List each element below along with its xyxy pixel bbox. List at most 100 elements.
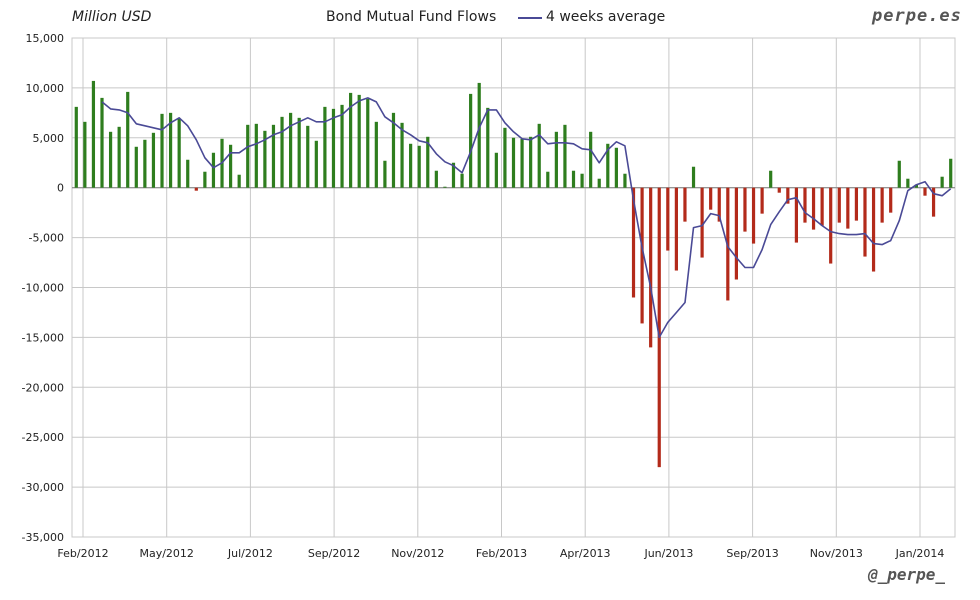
x-tick-label: Nov/2013 (810, 547, 863, 560)
flow-bar (769, 170, 773, 188)
flow-bar (426, 136, 430, 188)
flow-bar (340, 104, 344, 188)
flow-bar (391, 112, 396, 188)
flow-bar (820, 187, 824, 226)
flow-bar (349, 92, 353, 188)
flow-bar (520, 138, 524, 188)
flow-bar (666, 187, 670, 251)
flow-bar (751, 187, 756, 244)
flow-bar (126, 91, 130, 188)
flow-bar (871, 187, 876, 272)
flow-bar (614, 147, 618, 188)
flow-bar (91, 80, 96, 188)
x-tick-label: Sep/2013 (726, 547, 778, 560)
flow-bar (203, 171, 207, 188)
y-axis-ticks: 15,000 10,000 5,000 0 -5,000 -10,000 -15,000 -2… (22, 32, 64, 544)
flow-bar (211, 152, 216, 188)
flow-bar (931, 187, 936, 217)
flow-bar (631, 187, 636, 298)
flow-bar (863, 187, 867, 257)
flow-bar (297, 117, 301, 188)
flow-bar (580, 173, 584, 188)
flow-bar (511, 137, 516, 188)
flow-bar (914, 184, 919, 188)
flow-bar (228, 144, 233, 188)
x-tick-label: Sep/2012 (308, 547, 360, 560)
flow-bar (949, 158, 953, 188)
flow-bar (546, 171, 550, 188)
flow-bar (83, 121, 87, 188)
flow-bar (383, 160, 387, 188)
flow-bar (786, 187, 790, 204)
y-axis-unit-label: Million USD (72, 9, 152, 25)
flow-bar (597, 178, 601, 188)
grid-layer (71, 37, 956, 538)
flow-bar (683, 187, 687, 222)
x-axis-ticks: Feb/2012 May/2012 Jul/2012 Sep/2012 Nov/2012… (57, 547, 944, 560)
flow-bar (674, 187, 678, 271)
flow-bar (794, 187, 799, 243)
flow-bar (477, 82, 481, 188)
flow-bar (537, 123, 541, 188)
flow-bar (143, 139, 147, 188)
flow-bar (409, 143, 413, 188)
flow-bar (151, 132, 156, 188)
flow-bar (306, 125, 310, 188)
flow-bar (717, 187, 721, 222)
y-tick-label: -25,000 (22, 431, 64, 444)
flow-bar (263, 130, 267, 188)
flow-bar (811, 187, 816, 230)
average-line-layer (101, 97, 952, 339)
flow-bar (829, 187, 833, 264)
chart-title: Bond Mutual Fund Flows (326, 9, 497, 25)
flow-bar (374, 121, 378, 188)
flow-bar (529, 136, 533, 188)
x-tick-label: Jan/2014 (895, 547, 945, 560)
flow-bar (640, 187, 644, 324)
y-tick-label: 10,000 (26, 82, 65, 95)
y-tick-label: -15,000 (22, 331, 64, 344)
flow-bar (460, 173, 464, 188)
y-tick-label: -30,000 (22, 481, 64, 494)
flow-bar (177, 118, 181, 188)
flow-bar (846, 187, 850, 229)
flow-bar (134, 146, 138, 188)
flow-bar (657, 187, 661, 468)
flow-bar (280, 116, 284, 188)
flow-bar (74, 106, 78, 188)
flow-bar (503, 127, 507, 188)
y-tick-label: 0 (57, 182, 64, 195)
flow-bar (854, 187, 859, 221)
flow-bar (271, 124, 276, 188)
flow-bar (589, 131, 593, 188)
flow-bar (451, 162, 456, 188)
flow-bar (897, 160, 901, 188)
flow-bar (194, 187, 198, 191)
flow-bar (357, 94, 361, 188)
flow-bar (314, 140, 318, 188)
legend-label-average: 4 weeks average (546, 9, 666, 25)
x-tick-label: May/2012 (139, 547, 193, 560)
y-tick-label: -35,000 (22, 531, 64, 544)
flow-bar (323, 106, 327, 188)
flow-bar (880, 187, 884, 223)
flow-bar (623, 173, 627, 188)
flow-bar (760, 187, 764, 214)
flow-bar (434, 170, 438, 188)
flow-bar (289, 112, 293, 188)
x-tick-label: Jun/2013 (643, 547, 693, 560)
flow-bar (571, 170, 576, 188)
flow-bar (469, 93, 473, 188)
flow-bar (331, 108, 336, 188)
x-tick-label: Feb/2012 (57, 547, 108, 560)
flow-bar (700, 187, 704, 258)
x-tick-label: Jul/2012 (227, 547, 273, 560)
flow-bar (486, 107, 490, 188)
y-tick-label: 5,000 (33, 132, 65, 145)
y-tick-label: -10,000 (22, 282, 64, 295)
flow-bar (400, 122, 404, 188)
flow-bar (923, 187, 927, 196)
flow-bar (168, 112, 173, 188)
average-line (101, 97, 952, 339)
